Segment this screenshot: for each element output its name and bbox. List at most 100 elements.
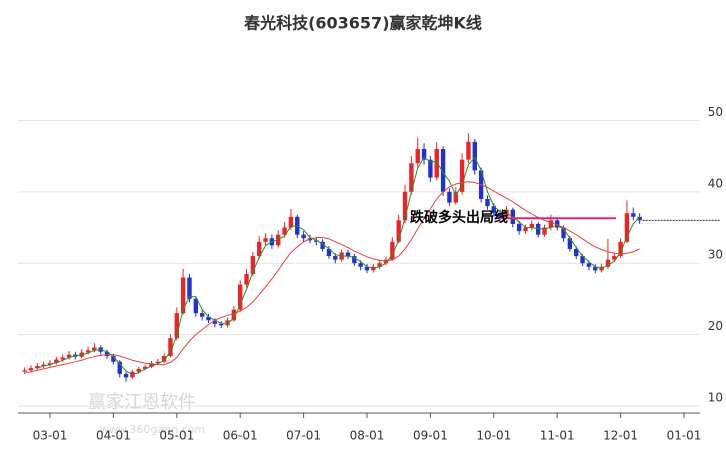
candle-body [92, 347, 97, 351]
candle-body [66, 354, 72, 358]
ma-line [24, 181, 640, 374]
candle-body [168, 338, 173, 357]
candle-body [637, 216, 642, 221]
candle-body [218, 323, 224, 326]
candle-body [136, 368, 141, 372]
x-tick-label: 03-01 [33, 429, 68, 443]
candle-body [174, 313, 179, 339]
candle-body [54, 359, 59, 364]
candle-body [548, 220, 554, 228]
candle-body [250, 256, 256, 274]
candle-body [257, 241, 262, 257]
ma-line [37, 156, 640, 376]
candle-body [555, 220, 560, 228]
candle-body [193, 298, 199, 314]
candle-body [618, 241, 623, 257]
candle-body [402, 191, 408, 221]
y-tick-label: 50 [708, 105, 723, 119]
candle-body [631, 213, 636, 217]
x-tick-label: 11-01 [540, 429, 575, 443]
candle-body [529, 223, 535, 228]
candle-body [149, 363, 154, 367]
candle-body [104, 351, 110, 357]
candle-body [117, 361, 122, 374]
candle-body [421, 148, 427, 160]
x-tick-label: 10-01 [476, 429, 511, 443]
candle-body [244, 273, 249, 285]
candle-body [345, 252, 351, 257]
candle-body [377, 263, 382, 267]
candle-body [409, 163, 414, 192]
watermark: 赢家江恩软件 [88, 391, 196, 413]
candle-body [282, 227, 287, 235]
candle-body [542, 227, 547, 235]
candle-body [358, 263, 363, 267]
candle-body [206, 316, 211, 321]
candle-body [453, 191, 458, 203]
candle-body [447, 191, 452, 203]
x-tick-label: 12-01 [603, 429, 638, 443]
x-tick-label: 07-01 [286, 429, 321, 443]
candle-body [485, 198, 490, 207]
candle-body [396, 220, 401, 242]
candle-body [22, 370, 27, 372]
watermark: www.360gann.com [100, 423, 205, 436]
chart-title: 春光科技(603657)赢家乾坤K线 [243, 14, 482, 33]
y-tick-label: 40 [708, 176, 723, 190]
candle-body [567, 238, 573, 249]
candle-body [187, 277, 192, 299]
candle-body [320, 241, 325, 249]
candle-body [466, 141, 471, 160]
candle-body [352, 256, 357, 264]
candle-body [35, 366, 40, 369]
candle-body [212, 320, 218, 324]
candle-body [434, 148, 439, 178]
candle-body [85, 350, 91, 353]
x-tick-label: 08-01 [350, 429, 385, 443]
candle-body [428, 159, 433, 178]
candle-body [301, 234, 306, 239]
candle-body [523, 227, 528, 232]
candle-body [364, 266, 370, 271]
candle-body [440, 148, 446, 192]
candle-body [111, 356, 116, 362]
candle-body [231, 309, 237, 321]
candle-body [580, 256, 585, 264]
candle-body [123, 373, 129, 378]
y-tick-label: 10 [708, 391, 723, 405]
candle-body [459, 159, 465, 192]
candle-body [28, 368, 34, 371]
x-tick-label: 09-01 [413, 429, 448, 443]
y-tick-label: 20 [708, 319, 723, 333]
candle-body [41, 364, 46, 367]
candle-body [415, 148, 420, 164]
candle-body [60, 357, 65, 360]
candle-body [314, 240, 319, 242]
candle-body [180, 277, 186, 314]
candle-body [333, 256, 338, 260]
candle-body [593, 266, 598, 271]
candle-body [288, 216, 294, 228]
candle-body [47, 363, 53, 365]
candle-body [574, 248, 579, 257]
candle-body [586, 263, 592, 267]
candle-body [326, 248, 332, 257]
candle-body [161, 356, 167, 362]
candle-body [472, 141, 477, 171]
annotation-text: 跌破多头出局线 [410, 209, 508, 226]
x-tick-label: 06-01 [223, 429, 258, 443]
candle-body [516, 223, 522, 232]
candle-body [561, 227, 566, 239]
x-tick-label: 05-01 [159, 429, 194, 443]
candle-body [199, 313, 205, 317]
candle-body [263, 238, 268, 242]
candle-body [238, 284, 243, 310]
candle-body [624, 213, 630, 242]
y-tick-label: 30 [708, 248, 723, 262]
candle-body [605, 259, 611, 267]
candle-body [491, 206, 496, 214]
x-tick-label: 04-01 [96, 429, 131, 443]
candle-body [390, 241, 395, 260]
candle-body [612, 256, 617, 260]
